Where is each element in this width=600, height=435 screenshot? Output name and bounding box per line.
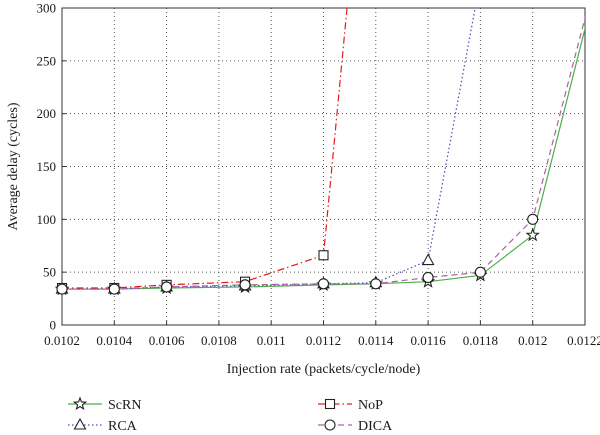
- legend-label: DICA: [358, 419, 393, 434]
- series-dica: [56, 15, 585, 295]
- series-line-rca: [62, 8, 476, 290]
- y-tick-label: 150: [37, 159, 57, 174]
- x-tick-label: 0.0102: [44, 333, 80, 348]
- legend-label: RCA: [108, 419, 138, 434]
- data-point-dica: [370, 278, 382, 290]
- data-point-dica: [161, 281, 173, 293]
- y-tick-label: 250: [37, 53, 57, 68]
- data-point-dica: [527, 213, 539, 225]
- data-point-dica: [56, 283, 68, 295]
- series-nop: [56, 8, 348, 294]
- legend-item-scrn: ScRN: [68, 396, 141, 413]
- legend-marker: [324, 419, 336, 431]
- data-point-dica: [474, 266, 486, 278]
- legend-item-nop: NoP: [318, 398, 383, 413]
- legend-label: ScRN: [108, 398, 141, 413]
- data-point-scrn: [525, 227, 540, 242]
- legend-marker: [72, 396, 88, 411]
- series-line-scrn: [62, 26, 585, 290]
- y-tick-label: 200: [37, 106, 57, 121]
- legend-item-rca: RCA: [68, 417, 138, 434]
- legend-marker: [73, 417, 87, 430]
- y-axis-label: Average delay (cycles): [6, 102, 21, 230]
- y-tick-labels: 0 50 100 150 200 250 300: [37, 1, 57, 333]
- data-point-dica: [422, 271, 434, 284]
- legend-label: NoP: [358, 398, 383, 413]
- x-tick-label: 0.0122: [567, 333, 600, 348]
- data-point-rca: [421, 253, 435, 266]
- legend-marker: [324, 398, 336, 410]
- y-tick-label: 0: [50, 318, 57, 333]
- legend: ScRN NoP RCA DICA: [68, 396, 393, 434]
- x-tick-label: 0.0106: [149, 333, 185, 348]
- x-tick-label: 0.0112: [306, 333, 341, 348]
- series-group: [54, 8, 585, 296]
- data-point-dica: [239, 279, 251, 291]
- x-tick-label: 0.0114: [358, 333, 394, 348]
- x-tick-label: 0.0118: [463, 333, 498, 348]
- x-tick-labels: 0.0102 0.0104 0.0106 0.0108 0.011 0.0112 0.011…: [44, 333, 600, 348]
- data-point-dica: [317, 278, 330, 290]
- x-tick-label: 0.012: [518, 333, 547, 348]
- series-line-dica: [62, 15, 585, 290]
- data-point-dica: [108, 283, 120, 295]
- y-tick-label: 50: [43, 265, 56, 280]
- series-rca: [55, 8, 476, 294]
- y-tick-label: 300: [37, 1, 57, 16]
- x-axis-label: Injection rate (packets/cycle/node): [227, 362, 421, 377]
- legend-item-dica: DICA: [318, 419, 393, 434]
- axis-ticks: [61, 7, 586, 326]
- x-tick-label: 0.0108: [201, 333, 237, 348]
- x-tick-label: 0.0104: [96, 333, 132, 348]
- x-tick-label: 0.011: [257, 333, 286, 348]
- data-point-nop: [318, 250, 329, 261]
- x-tick-label: 0.0116: [410, 333, 446, 348]
- y-tick-label: 100: [37, 212, 57, 227]
- series-line-nop: [62, 8, 348, 289]
